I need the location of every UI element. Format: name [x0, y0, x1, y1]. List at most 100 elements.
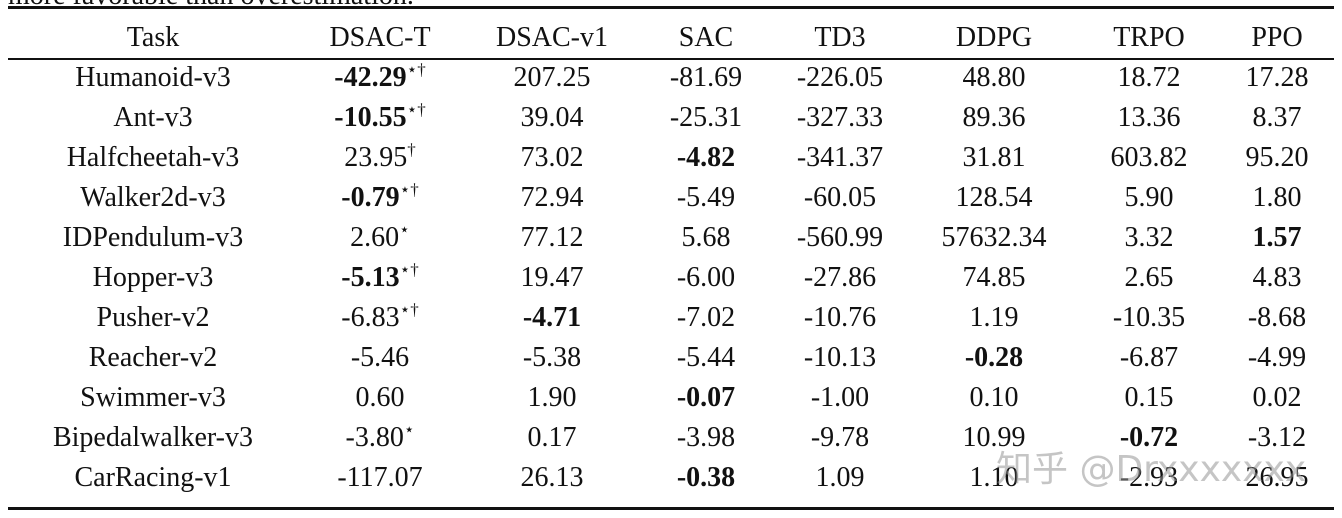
value-cell: 23.95† — [298, 138, 462, 178]
value-cell: 77.12 — [462, 218, 642, 258]
cell-value: -0.72 — [1119, 422, 1179, 453]
cell-value: -226.05 — [796, 62, 884, 93]
table-body: Humanoid-v3 -42.29⋆† 207.25 -81.69 -226.05 48… — [8, 58, 1334, 498]
value-cell: -27.86 — [770, 258, 910, 298]
cell-value: -25.31 — [669, 102, 743, 133]
value-cell: -10.13 — [770, 338, 910, 378]
cell-value: -6.00 — [676, 262, 736, 293]
cell-value: -0.79 — [341, 182, 400, 213]
cell-value: -42.29 — [334, 62, 407, 93]
value-cell: 0.02 — [1220, 378, 1334, 418]
significance-mark: ⋆ — [399, 220, 410, 239]
value-cell: -5.44 — [642, 338, 770, 378]
cell-value: 0.17 — [527, 422, 577, 453]
cell-value: 1.80 — [1252, 182, 1302, 213]
value-cell: -10.35 — [1078, 298, 1220, 338]
cell-value: -327.33 — [796, 102, 884, 133]
value-cell: -5.46 — [298, 338, 462, 378]
cell-value: 1.09 — [815, 462, 865, 493]
task-cell: IDPendulum-v3 — [62, 222, 244, 253]
cell-value: -5.44 — [676, 342, 736, 373]
value-cell: 5.90 — [1078, 178, 1220, 218]
cell-value: 18.72 — [1117, 62, 1181, 93]
cell-value: -81.69 — [669, 62, 743, 93]
value-cell: -0.07 — [642, 378, 770, 418]
cell-value: 1.57 — [1252, 222, 1302, 253]
significance-mark: ⋆ — [403, 420, 415, 439]
cell-value: -5.38 — [522, 342, 582, 373]
cell-value: -7.02 — [676, 302, 736, 333]
significance-mark: † — [407, 140, 416, 159]
value-cell: 72.94 — [462, 178, 642, 218]
value-cell: -8.68 — [1220, 298, 1334, 338]
value-cell: -3.80⋆ — [298, 418, 462, 458]
cell-value: 77.12 — [520, 222, 584, 253]
cell-value: -10.13 — [803, 342, 877, 373]
value-cell: 39.04 — [462, 98, 642, 138]
table-row: Halfcheetah-v3 23.95† 73.02 -4.82 -341.37 31.… — [8, 138, 1334, 178]
value-cell: 4.83 — [1220, 258, 1334, 298]
table-row: Hopper-v3 -5.13⋆† 19.47 -6.00 -27.86 74.85 2.6… — [8, 258, 1334, 298]
cell-value: -4.99 — [1247, 342, 1307, 373]
value-cell: 0.10 — [910, 378, 1078, 418]
cell-value: 48.80 — [962, 62, 1026, 93]
table-row: Bipedalwalker-v3 -3.80⋆ 0.17 -3.98 -9.78 10.9… — [8, 418, 1334, 458]
header-rule — [8, 58, 1334, 60]
cell-value: -6.83 — [341, 302, 400, 333]
task-cell: Pusher-v2 — [96, 302, 210, 333]
task-cell: CarRacing-v1 — [74, 462, 232, 493]
value-cell: 74.85 — [910, 258, 1078, 298]
table-row: Pusher-v2 -6.83⋆† -4.71 -7.02 -10.76 1.19 -10.… — [8, 298, 1334, 338]
cell-value: 0.10 — [969, 382, 1019, 413]
cell-value: 128.54 — [955, 182, 1033, 213]
value-cell: 2.65 — [1078, 258, 1220, 298]
cell-value: -2.93 — [1119, 462, 1179, 493]
value-cell: -60.05 — [770, 178, 910, 218]
column-header: TD3 — [814, 22, 866, 53]
value-cell: 17.28 — [1220, 58, 1334, 98]
cell-value: 603.82 — [1110, 142, 1188, 173]
significance-mark: ⋆† — [399, 180, 419, 199]
task-cell: Humanoid-v3 — [75, 62, 231, 93]
value-cell: 10.99 — [910, 418, 1078, 458]
cell-value: 1.90 — [527, 382, 577, 413]
cell-value: 2.65 — [1124, 262, 1174, 293]
cell-value: 3.32 — [1124, 222, 1174, 253]
cell-value: 26.13 — [520, 462, 584, 493]
cell-value: -10.35 — [1112, 302, 1186, 333]
significance-mark: ⋆† — [399, 300, 419, 319]
task-cell: Walker2d-v3 — [80, 182, 226, 213]
cell-value: -1.00 — [810, 382, 870, 413]
cell-value: 4.83 — [1252, 262, 1302, 293]
value-cell: -327.33 — [770, 98, 910, 138]
column-header: DSAC-v1 — [495, 22, 608, 53]
value-cell: 5.68 — [642, 218, 770, 258]
significance-mark: ⋆† — [406, 60, 426, 79]
cell-value: 95.20 — [1245, 142, 1309, 173]
header-row: Task DSAC-T DSAC-v1 SAC TD3 DDPG TRPO PPO — [8, 18, 1334, 58]
value-cell: -0.72 — [1078, 418, 1220, 458]
cell-value: -0.07 — [676, 382, 736, 413]
value-cell: -5.13⋆† — [298, 258, 462, 298]
value-cell: 1.09 — [770, 458, 910, 498]
value-cell: 26.95 — [1220, 458, 1334, 498]
value-cell: -5.38 — [462, 338, 642, 378]
cell-value: -117.07 — [337, 462, 423, 493]
value-cell: -6.83⋆† — [298, 298, 462, 338]
task-cell: Swimmer-v3 — [80, 382, 226, 413]
value-cell: -2.93 — [1078, 458, 1220, 498]
column-header: DDPG — [955, 22, 1033, 53]
value-cell: 1.19 — [910, 298, 1078, 338]
column-header: DSAC-T — [329, 22, 431, 53]
value-cell: 207.25 — [462, 58, 642, 98]
cell-value: 31.81 — [962, 142, 1026, 173]
table-row: CarRacing-v1 -117.07 26.13 -0.38 1.09 1.10 -2.… — [8, 458, 1334, 498]
cell-value: -5.46 — [350, 342, 410, 373]
cell-value: 5.68 — [681, 222, 731, 253]
value-cell: -7.02 — [642, 298, 770, 338]
value-cell: 18.72 — [1078, 58, 1220, 98]
value-cell: 3.32 — [1078, 218, 1220, 258]
value-cell: -5.49 — [642, 178, 770, 218]
value-cell: -42.29⋆† — [298, 58, 462, 98]
